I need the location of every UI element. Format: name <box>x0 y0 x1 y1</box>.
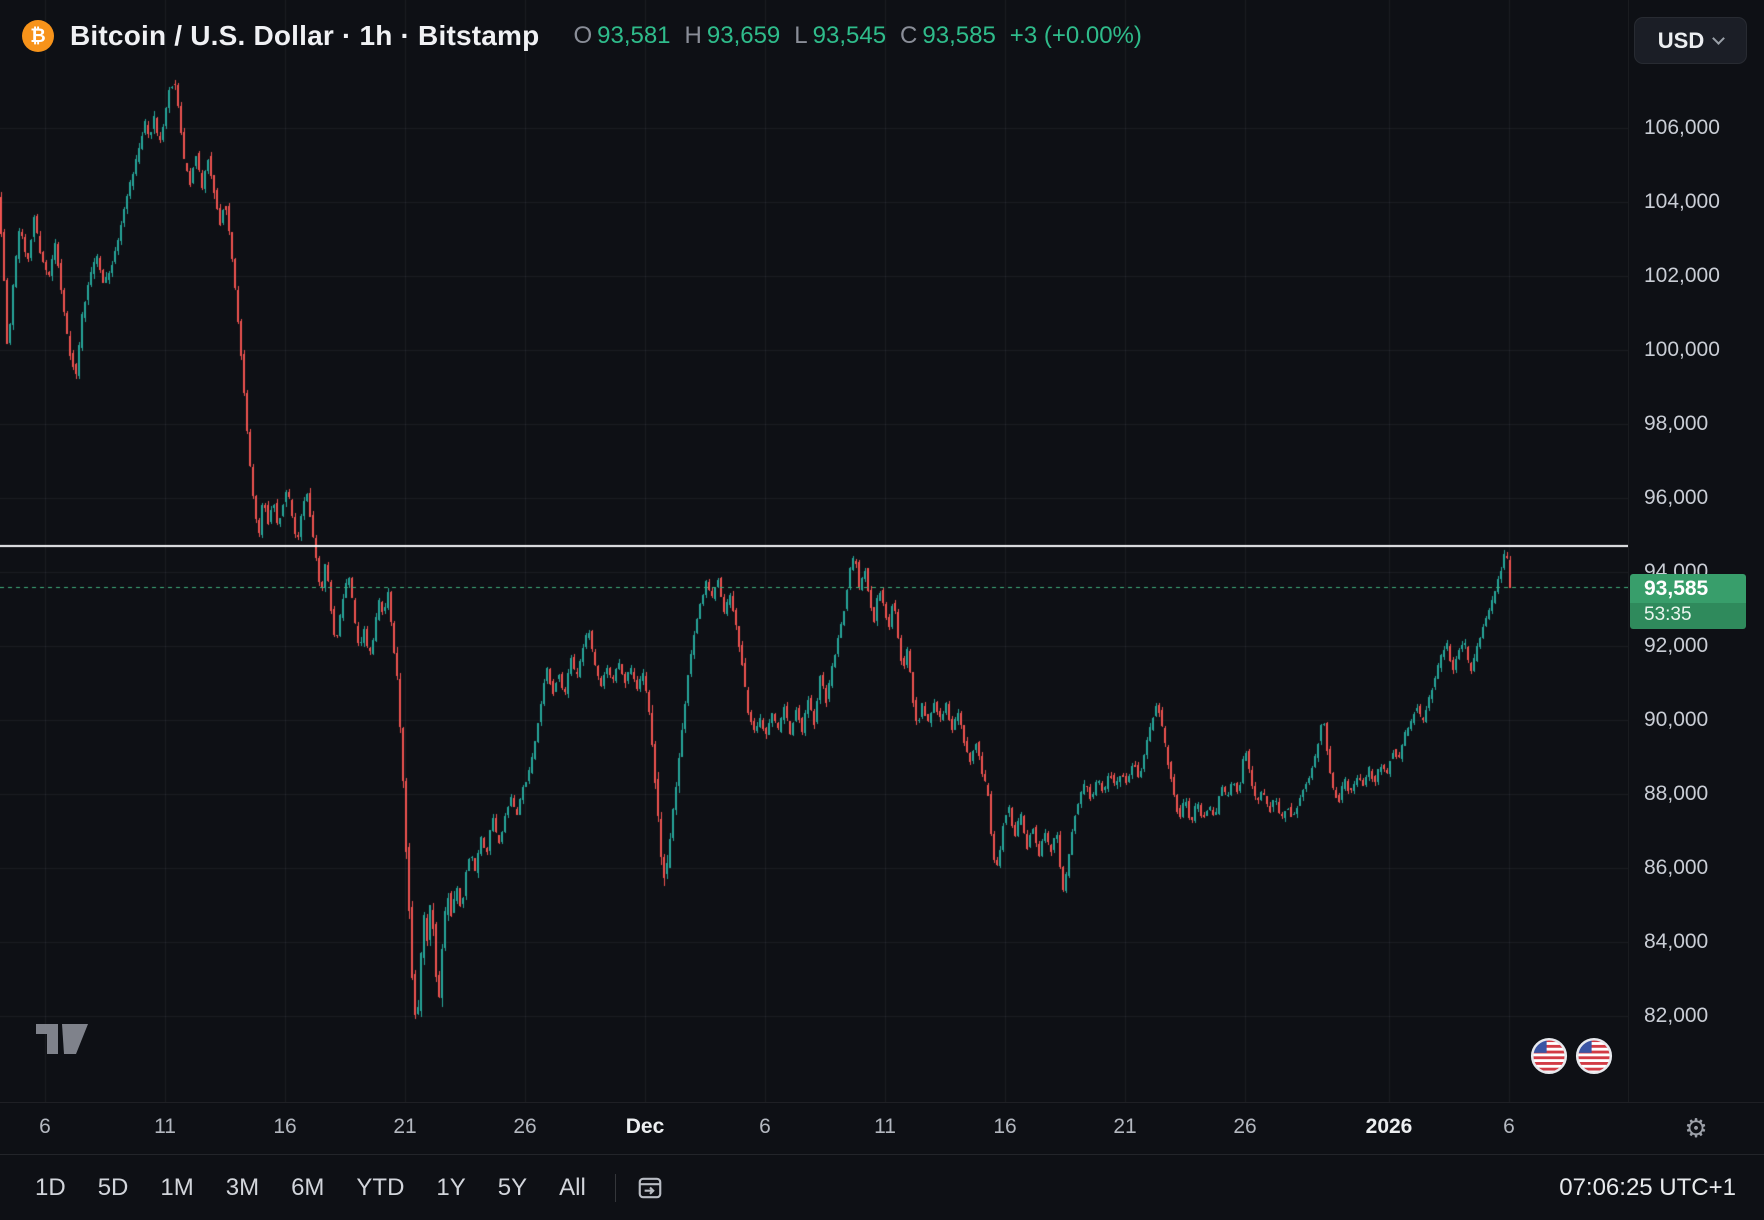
bitcoin-logo-icon: ₿ <box>22 20 54 52</box>
clock-timezone[interactable]: 07:06:25 UTC+1 <box>1559 1173 1736 1201</box>
range-button-1d[interactable]: 1D <box>35 1173 66 1201</box>
bitcoin-glyph: ₿ <box>30 24 46 47</box>
open-value: O 93,581 <box>573 22 670 50</box>
low-label: L <box>794 22 808 49</box>
currency-label: USD <box>1657 27 1705 53</box>
range-button-3m[interactable]: 3M <box>225 1173 260 1201</box>
price-change: +3 (+0.00%) <box>1009 22 1142 49</box>
time-tick-label: 16 <box>993 1115 1017 1138</box>
high-label: H <box>684 22 702 49</box>
time-tick-label: 2026 <box>1365 1115 1413 1138</box>
range-button-all[interactable]: All <box>559 1173 586 1201</box>
high-price: 93,659 <box>706 22 781 49</box>
high-value: H 93,659 <box>685 22 781 50</box>
price-tick-label: 96,000 <box>1644 486 1709 509</box>
price-tick-label: 84,000 <box>1644 929 1709 953</box>
time-tick-label: Dec <box>625 1115 665 1138</box>
price-axis[interactable]: 93,585 53:35 82,000 84,000 86,000 88,000 90,… <box>1628 0 1764 1102</box>
chevron-down-icon <box>1712 31 1726 45</box>
range-button-6m[interactable]: 6M <box>291 1173 325 1201</box>
current-price-badge: 93,585 53:35 <box>1630 574 1746 630</box>
price-tick-label: 86,000 <box>1644 855 1709 879</box>
price-tick-label: 102,000 <box>1644 264 1720 288</box>
gear-glyph: ⚙ <box>1684 1114 1708 1144</box>
time-tick-label: 6 <box>39 1115 51 1138</box>
chart-legend: ₿ Bitcoin / U.S. Dollar · 1h · Bitstamp … <box>22 16 1142 56</box>
price-tick-label: 92,000 <box>1644 633 1709 657</box>
chart-plot-area[interactable] <box>0 0 1628 1102</box>
go-to-date-icon[interactable] <box>632 1170 668 1206</box>
time-tick-label: 26 <box>1233 1115 1257 1138</box>
price-tick-label: 88,000 <box>1644 781 1709 805</box>
time-tick-label: 16 <box>273 1115 297 1138</box>
time-tick-label: 21 <box>1113 1115 1137 1138</box>
low-price: 93,545 <box>812 22 887 49</box>
current-price-value: 93,585 <box>1630 574 1746 604</box>
price-tick-label: 82,000 <box>1644 1003 1709 1027</box>
range-buttons: 1D 5D 1M 3M 6M YTD 1Y 5Y All <box>22 1167 599 1209</box>
us-flag-icon[interactable] <box>1575 1037 1613 1080</box>
range-toolbar: 1D 5D 1M 3M 6M YTD 1Y 5Y All 07:06:25 UTC+1 <box>0 1154 1764 1220</box>
price-tick-label: 106,000 <box>1644 116 1720 140</box>
price-tick-label: 104,000 <box>1644 190 1720 214</box>
us-flag-icon[interactable] <box>1530 1037 1568 1080</box>
range-button-5y[interactable]: 5Y <box>497 1173 528 1201</box>
close-value: C 93,585 <box>900 22 996 50</box>
low-value: L 93,545 <box>794 22 886 50</box>
time-tick-label: 6 <box>759 1115 771 1138</box>
open-price: 93,581 <box>597 22 671 49</box>
range-button-ytd[interactable]: YTD <box>356 1173 405 1201</box>
toolbar-divider <box>614 1173 616 1202</box>
gear-icon[interactable]: ⚙ <box>1628 1103 1764 1155</box>
time-tick-label: 21 <box>393 1115 417 1138</box>
ohlc-values: O 93,581 H 93,659 L 93,545 C 93,585 +3 (… <box>573 22 1141 50</box>
range-button-1y[interactable]: 1Y <box>436 1173 466 1201</box>
price-tick-label: 98,000 <box>1644 412 1709 436</box>
currency-dropdown[interactable]: USD <box>1634 17 1747 64</box>
bar-countdown: 53:35 <box>1630 603 1746 630</box>
open-label: O <box>573 22 593 49</box>
time-tick-label: 26 <box>513 1115 537 1138</box>
time-tick-label: 6 <box>1503 1115 1515 1138</box>
time-tick-label: 11 <box>154 1115 176 1138</box>
close-label: C <box>900 22 918 49</box>
time-axis[interactable]: ⚙ 6 11 16 21 26 Dec 6 11 16 21 26 2026 6 <box>0 1102 1764 1154</box>
close-price: 93,585 <box>922 22 996 49</box>
price-tick-label: 100,000 <box>1644 338 1720 362</box>
range-button-5d[interactable]: 5D <box>97 1173 129 1201</box>
symbol-title[interactable]: Bitcoin / U.S. Dollar · 1h · Bitstamp <box>70 20 540 51</box>
time-tick-label: 11 <box>874 1115 896 1138</box>
range-button-1m[interactable]: 1M <box>160 1173 194 1201</box>
candlestick-chart[interactable] <box>0 0 1628 1102</box>
tradingview-logo-icon[interactable] <box>34 1016 90 1067</box>
price-tick-label: 90,000 <box>1644 707 1709 731</box>
